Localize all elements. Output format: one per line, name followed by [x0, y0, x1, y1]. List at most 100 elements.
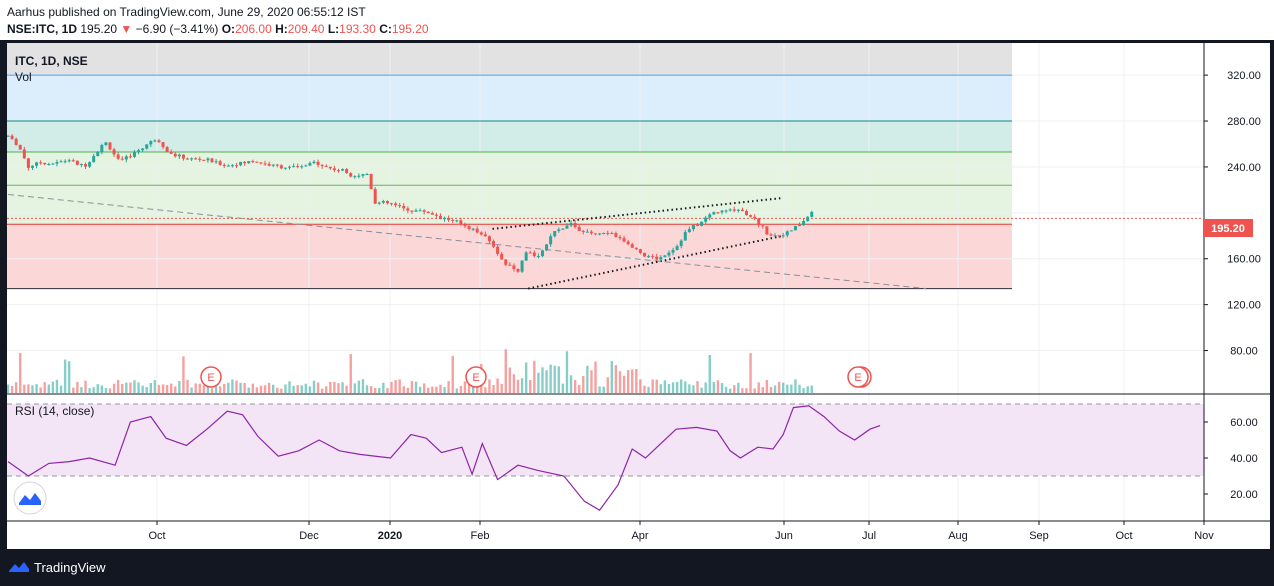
volume-bar-444: [459, 385, 463, 393]
candle-392: [406, 206, 410, 214]
candle-body: [234, 165, 238, 167]
rsi-tick-60: 60.00: [1230, 417, 1258, 429]
earnings-marker-3[interactable]: E: [847, 366, 872, 388]
volume-bar-644: [663, 380, 667, 393]
candle-body: [100, 145, 104, 153]
volume-bar-272: [284, 384, 287, 393]
volume-bar-308: [320, 388, 324, 393]
volume-bar-68: [76, 381, 79, 393]
chart-header: Aarhus published on TradingView.com, Jun…: [0, 0, 1274, 40]
candle-692: [712, 211, 716, 215]
volume-bar-436: [451, 355, 454, 393]
candle-532: [549, 233, 553, 247]
chart-area[interactable]: 80.00 120.00 160.00 240.00 280.00 320.00 20.00…: [7, 43, 1270, 549]
volume-bar-280: [292, 385, 295, 393]
candle-420: [434, 212, 438, 219]
candle-body: [22, 149, 26, 159]
volume-bar-20: [27, 384, 30, 393]
volume-bar-192: [202, 385, 206, 393]
candle-724: [744, 209, 748, 216]
candle-176: [186, 157, 190, 160]
volume-bar-100: [108, 388, 112, 393]
candle-184: [194, 157, 198, 160]
tradingview-logo-icon: [9, 562, 29, 572]
candle-628: [647, 254, 651, 258]
volume-bar-288: [300, 385, 303, 393]
candle-body: [92, 156, 96, 163]
candle-312: [324, 164, 328, 168]
candle-body: [761, 225, 765, 227]
time-tick-2020: 2020: [378, 530, 402, 542]
candle-body: [308, 163, 312, 166]
volume-bar-404: [418, 386, 422, 393]
candle-body: [447, 217, 451, 220]
candle-body: [545, 244, 549, 251]
time-tick-Jul: Jul: [862, 530, 876, 542]
volume-bar-744: [765, 379, 769, 393]
volume-bar-212: [223, 384, 226, 393]
candle-body: [630, 244, 634, 248]
volume-bar-620: [639, 379, 642, 393]
candle-56: [63, 159, 67, 164]
volume-bar-52: [59, 385, 63, 393]
volume-bar-728: [749, 353, 752, 393]
volume-bar-372: [386, 388, 389, 393]
price-tick-280.00: 280.00: [1227, 116, 1261, 128]
candle-body: [573, 222, 577, 227]
candle-656: [675, 244, 679, 251]
candle-body: [173, 153, 177, 157]
volume-bar-704: [724, 386, 728, 393]
candle-body: [71, 160, 75, 162]
candle-160: [169, 149, 173, 154]
candle-636: [655, 253, 659, 261]
candle-body: [320, 164, 324, 166]
candle-body: [332, 168, 336, 171]
candle-132: [141, 147, 145, 152]
publisher-line: Aarhus published on TradingView.com, Jun…: [7, 5, 366, 19]
candle-236: [247, 161, 251, 164]
candle-body: [345, 169, 349, 174]
candle-380: [394, 201, 398, 208]
candle-580: [598, 233, 602, 236]
candle-body: [708, 214, 712, 218]
tradingview-badge[interactable]: [13, 481, 47, 515]
volume-bar-64: [72, 387, 75, 393]
candle-body: [438, 215, 442, 220]
candle-body: [716, 212, 720, 214]
candle-body: [177, 154, 181, 157]
candle-48: [55, 159, 59, 167]
candle-body: [104, 142, 108, 146]
volume-bar-112: [121, 383, 124, 393]
earnings-marker-1[interactable]: E: [200, 366, 222, 388]
volume-bar-720: [741, 388, 744, 393]
price-chart[interactable]: 80.00 120.00 160.00 240.00 280.00 320.00 20.00…: [7, 43, 1270, 549]
volume-bar-512: [529, 379, 532, 393]
candle-body: [610, 233, 614, 235]
volume-bar-612: [631, 369, 634, 393]
rsi-label: RSI (14, close): [15, 404, 94, 418]
candle-472: [487, 235, 491, 244]
candle-688: [708, 212, 712, 221]
volume-bar-468: [484, 387, 487, 393]
candle-76: [84, 162, 88, 170]
volume-bar-524: [541, 367, 544, 393]
candle-body: [483, 234, 487, 237]
ohlc-line: NSE:ITC, 1D 195.20 ▼ −6.90 (−3.41%) O:20…: [7, 22, 429, 36]
candle-116: [124, 154, 128, 163]
volume-bar-576: [594, 361, 597, 393]
candle-body: [704, 217, 708, 222]
volume-bar-36: [43, 382, 46, 393]
volume-bar-540: [557, 366, 560, 393]
candle-body: [540, 250, 544, 257]
time-tick-Dec: Dec: [299, 530, 319, 542]
volume-bar-392: [406, 387, 410, 393]
volume-bar-156: [165, 384, 169, 393]
candle-body: [402, 205, 406, 209]
time-tick-Feb: Feb: [471, 530, 490, 542]
candle-body: [455, 220, 459, 222]
candle-body: [675, 246, 679, 250]
earnings-marker-2[interactable]: E: [465, 366, 487, 388]
volume-bar-348: [361, 379, 365, 393]
volume-bar-500: [516, 379, 520, 393]
candle-20: [26, 157, 30, 171]
